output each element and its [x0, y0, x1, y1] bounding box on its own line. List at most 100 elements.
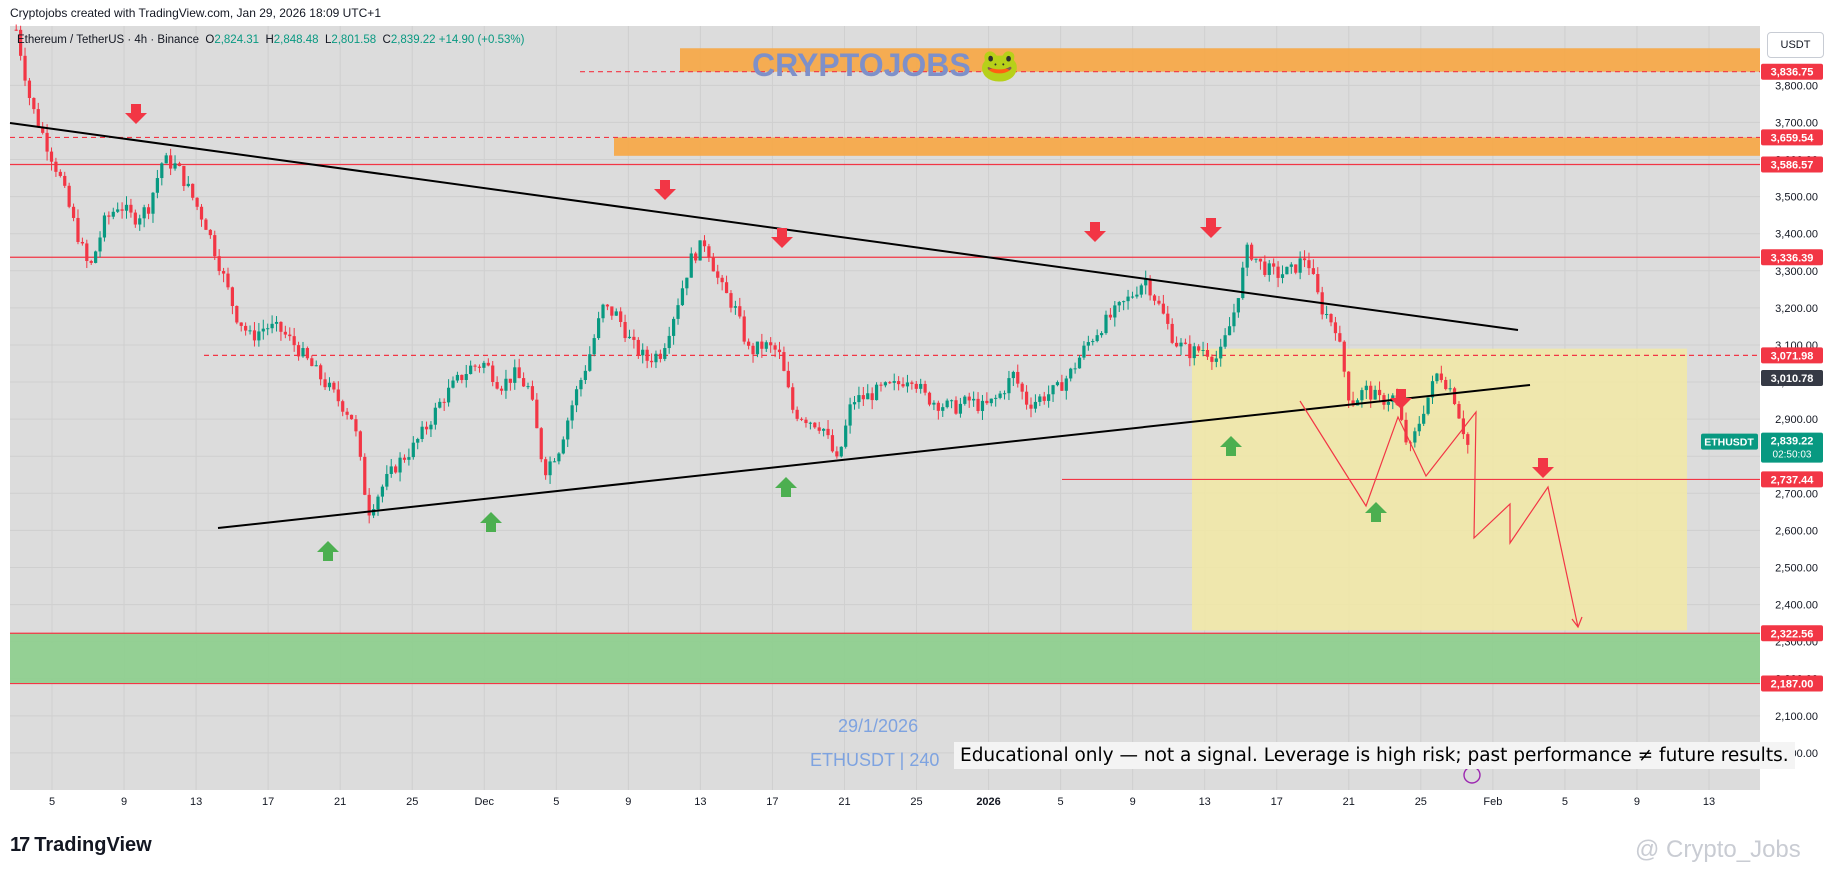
currency-selector[interactable]: USDT: [1767, 32, 1824, 58]
candle-body: [469, 365, 473, 375]
candle-body: [67, 185, 71, 207]
candle-body: [208, 229, 212, 236]
date-watermark: 29/1/2026: [838, 716, 919, 736]
candle-body: [707, 246, 711, 258]
candle-body: [994, 397, 998, 399]
candle-body: [526, 386, 530, 388]
zone-demand: [10, 633, 1760, 684]
candle-body: [36, 109, 40, 127]
candle-body: [588, 354, 592, 371]
candle-body: [742, 316, 746, 342]
candle-body: [186, 183, 190, 187]
candle-body: [1448, 388, 1452, 390]
x-tick-label: 13: [694, 796, 706, 808]
candle-body: [1099, 333, 1104, 336]
candle-body: [777, 349, 782, 353]
candle-body: [482, 362, 486, 368]
candle-body: [658, 353, 662, 359]
candle-body: [279, 321, 283, 332]
candle-body: [1038, 396, 1042, 402]
candle-body: [142, 207, 146, 219]
candle-body: [936, 402, 940, 411]
candle-body: [1051, 385, 1055, 395]
candle-body: [632, 336, 636, 340]
high-label: H: [265, 34, 274, 46]
candle-body: [517, 367, 521, 379]
level-tag-label: 2,322.56: [1771, 628, 1814, 640]
candle-body: [1435, 373, 1439, 382]
candle-body: [1104, 314, 1108, 334]
candle-body: [226, 273, 230, 288]
candle-body: [327, 382, 332, 388]
symbol-watermark: ETHUSDT | 240: [810, 750, 940, 770]
symbol-name[interactable]: Ethereum / TetherUS · 4h · Binance: [17, 34, 199, 46]
candle-body: [199, 206, 204, 220]
candle-body: [888, 382, 892, 384]
candle-body: [19, 29, 23, 56]
candle-body: [619, 311, 623, 323]
candle-body: [694, 253, 698, 261]
y-tick-label: 3,400.00: [1775, 229, 1818, 241]
candle-body: [385, 473, 389, 487]
projection-box: [1192, 348, 1687, 631]
candle-body: [857, 395, 861, 403]
candle-body: [733, 306, 737, 308]
candle-body: [177, 163, 182, 166]
candle-body: [1254, 258, 1258, 260]
candle-body: [791, 387, 795, 410]
candle-body: [1285, 266, 1289, 275]
candle-body: [1439, 373, 1443, 380]
arrow-up-icon: [1365, 502, 1387, 522]
candle-body: [689, 253, 693, 278]
level-tag-label: 3,836.75: [1771, 67, 1814, 79]
tradingview-logo-text: TradingView: [34, 834, 152, 856]
level-tag-label: 3,071.98: [1771, 350, 1814, 362]
x-tick-label: 5: [1562, 796, 1568, 808]
candle-body: [1091, 341, 1095, 343]
candle-body: [927, 392, 932, 405]
arrow-down-icon: [1200, 218, 1222, 238]
candle-body: [963, 396, 967, 404]
tradingview-logo[interactable]: 17 TradingView: [10, 834, 152, 857]
candle-body: [1227, 326, 1232, 336]
candle-body: [252, 330, 257, 341]
candle-body: [1122, 301, 1126, 303]
candle-body: [1360, 390, 1364, 401]
candle-body: [460, 374, 464, 381]
open-value: 2,824.31: [214, 34, 260, 46]
candle-body: [1219, 346, 1223, 359]
candle-body: [1007, 378, 1011, 394]
x-tick-label: 13: [1703, 796, 1715, 808]
candle-body: [1183, 342, 1188, 344]
candle-body: [1205, 349, 1210, 357]
candle-body: [1126, 296, 1130, 302]
x-tick-label: 25: [910, 796, 922, 808]
candle-body: [1042, 396, 1046, 401]
candle-body: [1130, 296, 1135, 298]
candle-body: [804, 419, 808, 424]
candle-body: [782, 352, 786, 371]
candle-body: [173, 163, 177, 169]
candle-body: [839, 446, 843, 457]
candle-body: [905, 382, 910, 387]
candle-body: [1342, 341, 1346, 372]
level-tag: [1761, 156, 1823, 173]
candle-body: [1404, 419, 1408, 443]
candle-body: [1307, 260, 1311, 269]
candle-body: [729, 293, 733, 308]
candle-body: [71, 206, 76, 218]
candle-body: [967, 396, 971, 401]
candle-body: [235, 306, 239, 323]
candle-body: [323, 379, 327, 388]
candle-body: [504, 378, 508, 391]
candle-body: [58, 171, 62, 176]
y-tick-label: 2,700.00: [1775, 488, 1818, 500]
candle-body: [495, 382, 499, 389]
candle-body: [499, 388, 504, 391]
candle-body: [1329, 314, 1333, 323]
ascending-trendline: [217, 384, 1531, 529]
x-tick-label: 25: [406, 796, 418, 808]
arrow-up-icon: [317, 541, 339, 561]
y-tick-label: 2,500.00: [1775, 562, 1818, 574]
